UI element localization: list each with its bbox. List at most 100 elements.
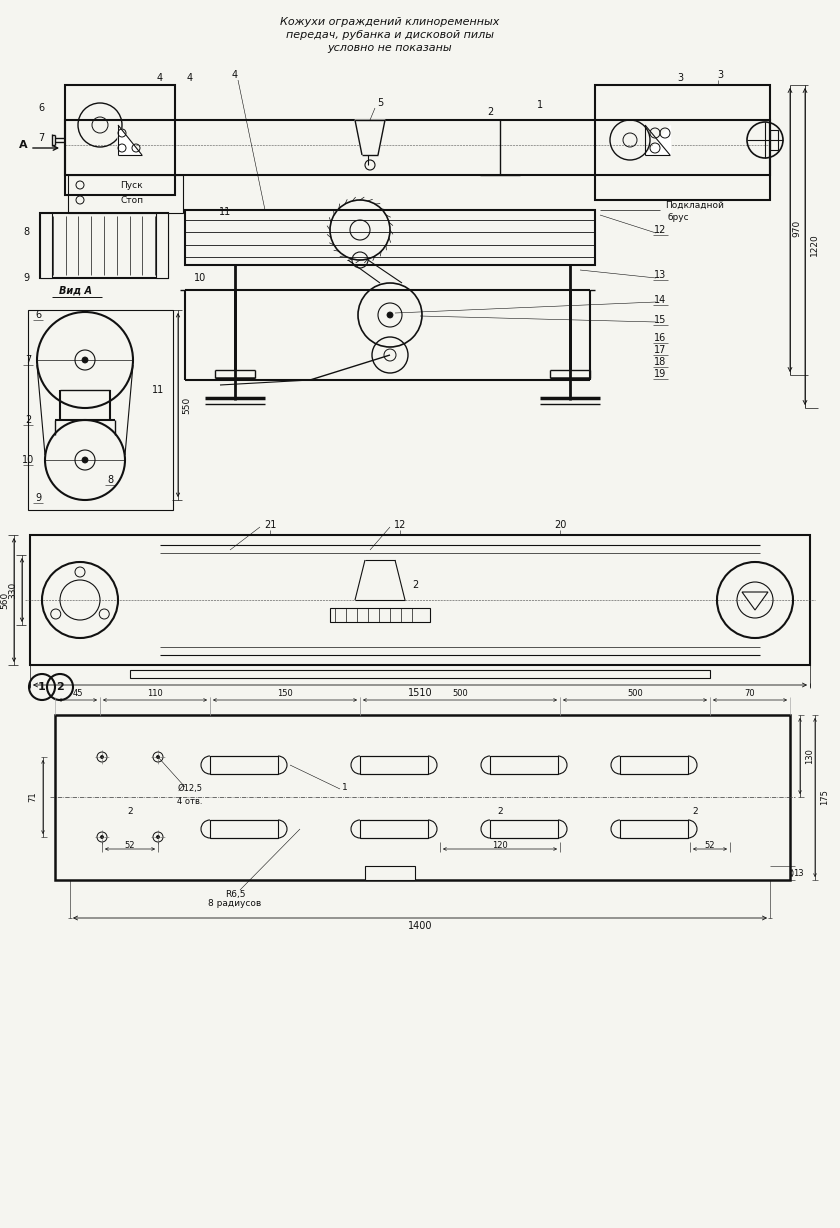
Text: 8 радиусов: 8 радиусов (208, 899, 261, 909)
Text: 3: 3 (677, 72, 683, 84)
Text: Кожухи ограждений клиноременных: Кожухи ограждений клиноременных (281, 17, 500, 27)
Text: 1400: 1400 (407, 921, 433, 931)
Text: 560: 560 (1, 592, 9, 609)
Text: 7: 7 (38, 133, 45, 142)
Bar (185, 210, 595, 265)
Text: 330: 330 (8, 581, 18, 598)
Bar (40, 212, 168, 278)
Circle shape (82, 357, 88, 363)
Circle shape (156, 755, 160, 759)
Bar (330, 608, 430, 623)
Text: 175: 175 (821, 790, 830, 806)
Text: Пуск: Пуск (120, 181, 143, 189)
Text: 10: 10 (22, 456, 34, 465)
Bar (360, 756, 428, 774)
Bar (55, 715, 790, 880)
Polygon shape (355, 120, 385, 155)
Text: 2: 2 (692, 808, 698, 817)
Polygon shape (645, 125, 670, 155)
Bar (68, 176, 183, 212)
Bar (360, 820, 428, 837)
Text: 1: 1 (537, 99, 543, 111)
Text: 14: 14 (654, 295, 666, 305)
Bar (620, 820, 688, 837)
Text: 2: 2 (25, 415, 31, 425)
Text: условно не показаны: условно не показаны (328, 43, 452, 53)
Text: 550: 550 (182, 397, 192, 414)
Text: 11: 11 (219, 208, 231, 217)
Text: 2: 2 (487, 107, 493, 117)
Text: 19: 19 (654, 368, 666, 379)
Text: 2: 2 (497, 808, 503, 817)
Bar (40, 212, 52, 278)
Circle shape (387, 312, 393, 318)
Text: 21: 21 (264, 519, 276, 530)
Bar (156, 212, 168, 278)
Text: Вид А: Вид А (59, 285, 92, 295)
Bar (65, 120, 770, 176)
Text: R6,5: R6,5 (225, 889, 245, 899)
Text: 500: 500 (627, 689, 643, 698)
Polygon shape (742, 592, 768, 610)
Text: A: A (18, 140, 28, 150)
Bar (210, 820, 278, 837)
Text: 6: 6 (38, 103, 44, 113)
Text: 12: 12 (394, 519, 407, 530)
Circle shape (101, 835, 103, 839)
Text: 5: 5 (377, 98, 383, 108)
Text: 970: 970 (792, 220, 801, 237)
Text: 1510: 1510 (407, 688, 433, 698)
Text: 150: 150 (277, 689, 293, 698)
Text: 120: 120 (492, 840, 508, 850)
Bar (770, 130, 778, 150)
Text: 4: 4 (232, 70, 238, 80)
Text: 13: 13 (793, 868, 803, 878)
Text: 1: 1 (38, 682, 46, 693)
Text: 9: 9 (35, 492, 41, 503)
Text: 7: 7 (25, 355, 31, 365)
Text: 130: 130 (806, 748, 815, 764)
Text: 4: 4 (157, 72, 163, 84)
Text: 20: 20 (554, 519, 566, 530)
Text: 1220: 1220 (810, 233, 818, 257)
Text: 17: 17 (654, 345, 666, 355)
Text: 45: 45 (72, 689, 83, 698)
Text: 15: 15 (654, 316, 666, 325)
Text: 6: 6 (35, 309, 41, 321)
Text: 52: 52 (705, 840, 715, 850)
Text: 4: 4 (187, 72, 193, 84)
Circle shape (156, 835, 160, 839)
Text: 3: 3 (717, 70, 723, 80)
Text: передач, рубанка и дисковой пилы: передач, рубанка и дисковой пилы (286, 29, 494, 41)
Text: 9: 9 (23, 273, 29, 282)
Text: 2: 2 (412, 580, 418, 589)
Text: 500: 500 (452, 689, 468, 698)
Text: 16: 16 (654, 333, 666, 343)
Text: 11: 11 (152, 386, 164, 395)
Bar (210, 756, 278, 774)
Bar (490, 820, 558, 837)
Text: 4 отв.: 4 отв. (177, 797, 202, 806)
Text: 52: 52 (125, 840, 135, 850)
Text: 2: 2 (56, 682, 64, 693)
Text: Ø12,5: Ø12,5 (177, 785, 202, 793)
Text: 70: 70 (745, 689, 755, 698)
Bar (620, 756, 688, 774)
Text: 8: 8 (23, 227, 29, 237)
Bar (28, 309, 173, 510)
Text: брус: брус (668, 212, 690, 221)
Polygon shape (118, 125, 142, 155)
Text: 110: 110 (147, 689, 163, 698)
Text: Стоп: Стоп (120, 195, 143, 205)
Circle shape (82, 457, 88, 463)
Text: 18: 18 (654, 357, 666, 367)
Bar (30, 535, 810, 666)
Text: 12: 12 (654, 225, 666, 235)
Text: 13: 13 (654, 270, 666, 280)
Text: 10: 10 (194, 273, 206, 282)
Bar (65, 85, 175, 195)
Bar (365, 866, 415, 880)
Text: 8: 8 (107, 475, 113, 485)
Bar (595, 85, 770, 200)
Text: 71: 71 (29, 792, 38, 802)
